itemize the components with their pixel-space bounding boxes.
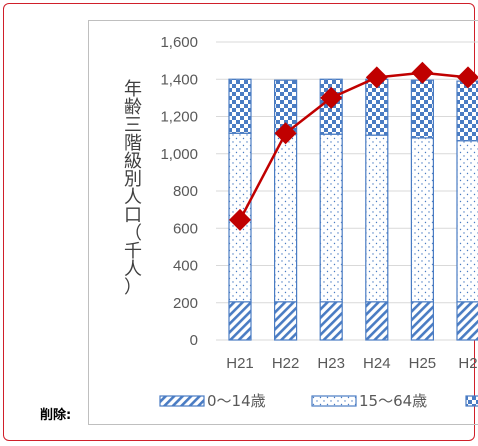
bar-segment [319, 301, 343, 341]
bar-segment [274, 133, 298, 303]
legend: 0～14歳 15～64歳 [159, 392, 478, 410]
y-tick-label: 1,000 [160, 146, 198, 163]
y-tick-label: 1,600 [160, 34, 198, 51]
chart-area-border [88, 20, 478, 425]
bar-segment [319, 133, 343, 303]
bar-segment [410, 301, 434, 341]
line-marker [274, 122, 297, 145]
x-tick-label: H22 [272, 355, 300, 372]
bar-segment [365, 134, 389, 303]
bar-segment [456, 80, 478, 142]
bars [228, 78, 478, 341]
x-tick-label: H25 [409, 355, 437, 372]
gridlines [216, 41, 478, 341]
bar-segment [456, 140, 478, 303]
x-tick-label: H2 [458, 355, 477, 372]
bar-segment [410, 137, 434, 303]
y-axis-title: 年齢三階級別人口（千人） [124, 79, 142, 298]
bar-segment [228, 78, 252, 134]
x-tick-label: H21 [226, 355, 254, 372]
bar-segment [456, 301, 478, 341]
x-tick-label: H23 [317, 355, 345, 372]
y-tick-label: 600 [173, 220, 198, 237]
legend-swatch [465, 395, 478, 407]
bar-segment [365, 301, 389, 341]
line-marker [229, 208, 251, 231]
legend-label: 0～14歳 [207, 392, 266, 410]
legend-swatch [311, 395, 357, 407]
line-marker [320, 86, 343, 109]
x-tick-label: H24 [363, 355, 391, 372]
line-marker [365, 66, 388, 89]
x-axis-ticks: H21 H22 H23 H24 H25 H2 [226, 355, 477, 372]
y-tick-label: 200 [173, 295, 198, 312]
y-tick-label: 1,200 [160, 109, 198, 126]
y-tick-label: 0 [190, 332, 198, 349]
y-tick-label: 1,400 [160, 71, 198, 88]
line-marker [457, 66, 478, 89]
legend-swatch [159, 395, 205, 407]
line-marker [411, 61, 434, 84]
y-axis-title-text: 年齢三階級別人口（千人） [124, 79, 142, 298]
bar-segment [274, 301, 298, 341]
trend-line [229, 61, 478, 231]
y-tick-label: 400 [173, 258, 198, 275]
bar-segment [228, 301, 252, 341]
y-axis-ticks: 0 200 400 600 800 1,000 1,200 1,400 1,600 [160, 34, 198, 349]
bar-segment [410, 79, 434, 139]
y-tick-label: 800 [173, 183, 198, 200]
deleted-note: 削除: [40, 408, 72, 423]
legend-label: 15～64歳 [359, 392, 427, 410]
